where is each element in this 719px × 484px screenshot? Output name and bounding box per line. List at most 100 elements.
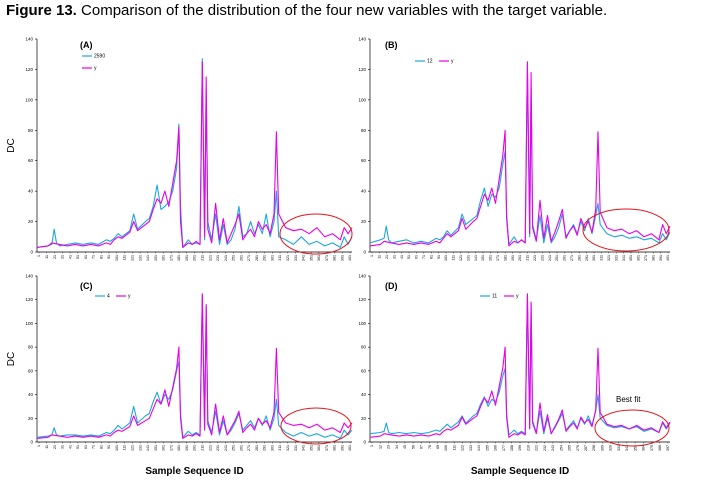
x-tick-label: 231 — [216, 255, 220, 261]
x-tick-label: 391 — [659, 255, 663, 261]
x-tick-label: 353 — [633, 445, 637, 451]
x-tick-label: 271 — [247, 445, 251, 451]
x-tick-label: 276 — [576, 445, 580, 451]
legend-label: y — [128, 294, 131, 300]
y-tick-label: 100 — [358, 97, 366, 102]
legend: 11 y — [480, 294, 519, 300]
x-tick-label: 45 — [403, 445, 407, 449]
x-tick-label: 243 — [551, 445, 555, 451]
y-tick-label: 20 — [361, 416, 367, 421]
x-tick-label: 101 — [115, 255, 119, 261]
y-tick-label: 80 — [361, 128, 367, 133]
x-tick-label: 181 — [177, 445, 181, 451]
x-tick-label: 301 — [270, 445, 274, 451]
x-tick-label: 61 — [84, 255, 88, 259]
x-tick-label: 91 — [437, 255, 441, 259]
x-tick-label: 211 — [200, 255, 204, 261]
x-tick-label: 386 — [658, 445, 662, 451]
y-tick-label: 140 — [25, 274, 33, 279]
y-tick-label: 100 — [25, 321, 33, 326]
x-tick-label: 61 — [84, 445, 88, 449]
x-tick-label: 361 — [317, 445, 321, 451]
x-tick-label: 131 — [466, 255, 470, 261]
x-tick-label: 111 — [452, 255, 456, 260]
x-tick-label: 121 — [459, 255, 463, 261]
x-tick-label: 131 — [138, 255, 142, 261]
x-tick-label: 81 — [429, 255, 433, 259]
legend-label: 11 — [492, 294, 497, 300]
panel-label: (C) — [80, 281, 93, 291]
x-tick-label: 364 — [642, 445, 646, 451]
x-tick-label: 56 — [411, 445, 415, 449]
y-tick-label: 40 — [28, 189, 34, 194]
y-tick-label: 20 — [28, 219, 34, 224]
figure-title: Figure 13. Comparison of the distributio… — [6, 2, 716, 19]
x-tick-label: 31 — [61, 255, 65, 259]
x-tick-label: 391 — [340, 445, 344, 451]
x-axis-title: Sample Sequence ID — [471, 466, 569, 477]
x-tick-label: 231 — [216, 445, 220, 451]
x-tick-label: 171 — [496, 255, 500, 261]
x-tick-label: 371 — [325, 445, 329, 451]
highlight-circle — [279, 213, 353, 255]
y-tick-label: 140 — [25, 37, 33, 42]
x-tick-label: 287 — [584, 445, 588, 451]
x-tick-label: 331 — [294, 445, 298, 451]
x-tick-label: 231 — [540, 255, 544, 261]
x-tick-label: 41 — [68, 255, 72, 259]
x-tick-label: 89 — [436, 445, 440, 449]
y-tick-label: 60 — [28, 158, 34, 163]
x-tick-label: 381 — [333, 445, 337, 451]
x-axis-title: Sample Sequence ID — [145, 466, 243, 477]
y-tick-label: 0 — [30, 440, 33, 445]
legend-label: y — [94, 66, 97, 72]
x-tick-label: 141 — [474, 255, 478, 261]
x-tick-label: 321 — [286, 445, 290, 451]
x-tick-label: 341 — [302, 255, 306, 261]
x-tick-label: 291 — [263, 445, 267, 451]
x-tick-label: 101 — [115, 445, 119, 451]
legend-label: 2590 — [94, 54, 105, 60]
x-tick-label: 111 — [452, 445, 456, 450]
x-tick-label: 151 — [154, 255, 158, 261]
x-tick-label: 71 — [92, 445, 96, 449]
x-tick-label: 201 — [193, 445, 197, 451]
figure-caption: Comparison of the distribution of the fo… — [76, 2, 608, 19]
x-tick-label: 191 — [185, 445, 189, 451]
x-tick-label: 100 — [444, 445, 448, 451]
x-tick-label: 401 — [348, 445, 352, 451]
x-tick-label: 34 — [395, 445, 399, 449]
x-tick-label: 371 — [644, 255, 648, 261]
x-tick-label: 67 — [420, 445, 424, 449]
y-tick-label: 120 — [25, 297, 33, 302]
x-tick-label: 351 — [629, 255, 633, 261]
y-tick-label: 140 — [358, 37, 366, 42]
y-tick-label: 20 — [28, 416, 34, 421]
y-tick-label: 120 — [358, 297, 366, 302]
highlight-circle — [280, 407, 352, 445]
x-tick-label: 291 — [263, 255, 267, 261]
figure-number: Figure 13. — [6, 2, 77, 19]
x-tick-label: 251 — [232, 445, 236, 451]
x-tick-label: 141 — [146, 445, 150, 451]
y-tick-label: 20 — [361, 219, 367, 224]
x-tick-label: 71 — [92, 255, 96, 259]
x-tick-label: 166 — [494, 445, 498, 451]
legend-label: y — [451, 59, 454, 65]
x-tick-label: 171 — [169, 445, 173, 451]
x-tick-label: 177 — [502, 445, 506, 451]
x-tick-label: 121 — [131, 445, 135, 451]
x-tick-label: 31 — [392, 255, 396, 259]
y-tick-label: 80 — [28, 128, 34, 133]
x-tick-label: 61 — [415, 255, 419, 259]
chart-panel-4: 0 20 40 60 80 100 120 140 1 12 23 34 45 56 67 78 89 100 11… — [358, 274, 671, 477]
x-tick-label: 341 — [302, 445, 306, 451]
x-tick-label: 181 — [177, 255, 181, 261]
highlight-circle — [594, 409, 670, 447]
x-tick-label: 41 — [68, 445, 72, 449]
x-tick-label: 11 — [378, 255, 382, 259]
y-tick-label: 0 — [363, 440, 366, 445]
x-tick-label: 254 — [559, 445, 563, 451]
x-tick-label: 397 — [666, 445, 670, 451]
